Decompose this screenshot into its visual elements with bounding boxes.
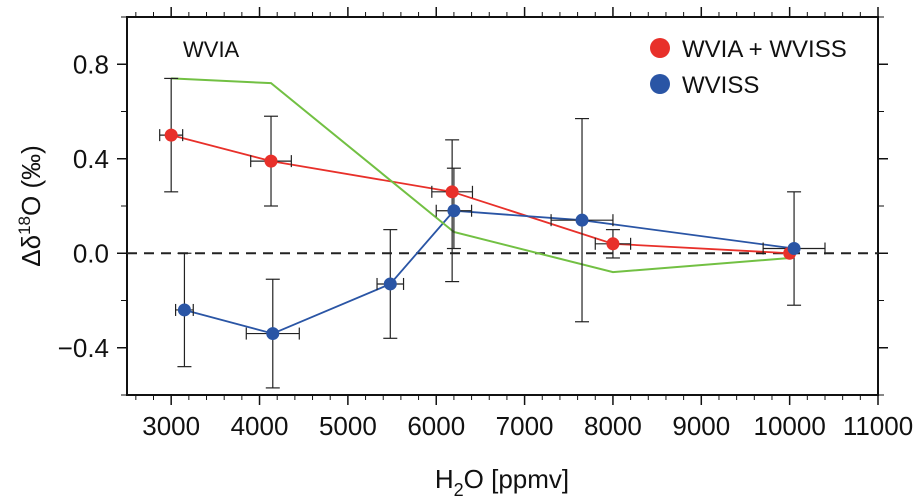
wvia-annotation: WVIA xyxy=(183,37,240,62)
x-tick-label: 7000 xyxy=(496,411,554,441)
y-tick-label: −0.4 xyxy=(58,333,109,363)
y-axis-title-sup: 18 xyxy=(15,216,34,235)
data-point-wviss xyxy=(383,277,397,291)
legend-label-wvia_wviss: WVIA + WVISS xyxy=(682,36,847,63)
y-tick-label: 0.4 xyxy=(73,144,109,174)
y-axis-title-pre: Δδ xyxy=(16,235,46,267)
plot-frame xyxy=(126,16,879,396)
legend-marker-wvia_wviss xyxy=(650,38,670,58)
data-point-wviss xyxy=(575,213,589,227)
data-point-wvia_wviss xyxy=(606,237,620,251)
y-tick-label: 0.0 xyxy=(73,238,109,268)
x-axis-title-main: H xyxy=(435,464,454,494)
data-point-wviss xyxy=(266,327,280,341)
x-tick-label: 11000 xyxy=(843,411,913,441)
legend-marker-wviss xyxy=(650,74,670,94)
errorbar-group xyxy=(159,77,826,389)
data-point-wvia_wviss xyxy=(164,128,178,142)
series-line-wviss xyxy=(184,209,795,335)
x-tick-label: 4000 xyxy=(231,411,289,441)
x-axis-title: H2O [ppmv] xyxy=(435,464,569,497)
x-tick-label: 5000 xyxy=(319,411,377,441)
data-point-wvia_wviss xyxy=(445,185,459,199)
axis-ticks: 3000 4000 5000 6000 7000 8000 9000 10000 11000 0.… xyxy=(58,7,913,441)
y-axis-title: Δδ18O (‰) xyxy=(15,145,46,267)
x-axis-title-sub: 2 xyxy=(454,480,464,497)
y-axis-title-post: O (‰) xyxy=(16,145,46,216)
data-point-wviss xyxy=(447,204,461,218)
y-tick-label: 0.8 xyxy=(73,49,109,79)
data-point-wviss xyxy=(177,303,191,317)
data-point-wviss xyxy=(787,242,801,256)
x-tick-label: 9000 xyxy=(672,411,730,441)
x-tick-label: 8000 xyxy=(584,411,642,441)
legend: WVIA + WVISS WVISS xyxy=(650,36,847,99)
legend-label-wviss: WVISS xyxy=(682,72,759,99)
data-point-wvia_wviss xyxy=(264,154,278,168)
point-group xyxy=(164,128,801,341)
x-tick-label: 10000 xyxy=(753,411,825,441)
series-line-wvia xyxy=(171,77,790,274)
x-axis-title-rest: O [ppmv] xyxy=(464,464,569,494)
x-tick-label: 3000 xyxy=(142,411,200,441)
x-tick-label: 6000 xyxy=(407,411,465,441)
